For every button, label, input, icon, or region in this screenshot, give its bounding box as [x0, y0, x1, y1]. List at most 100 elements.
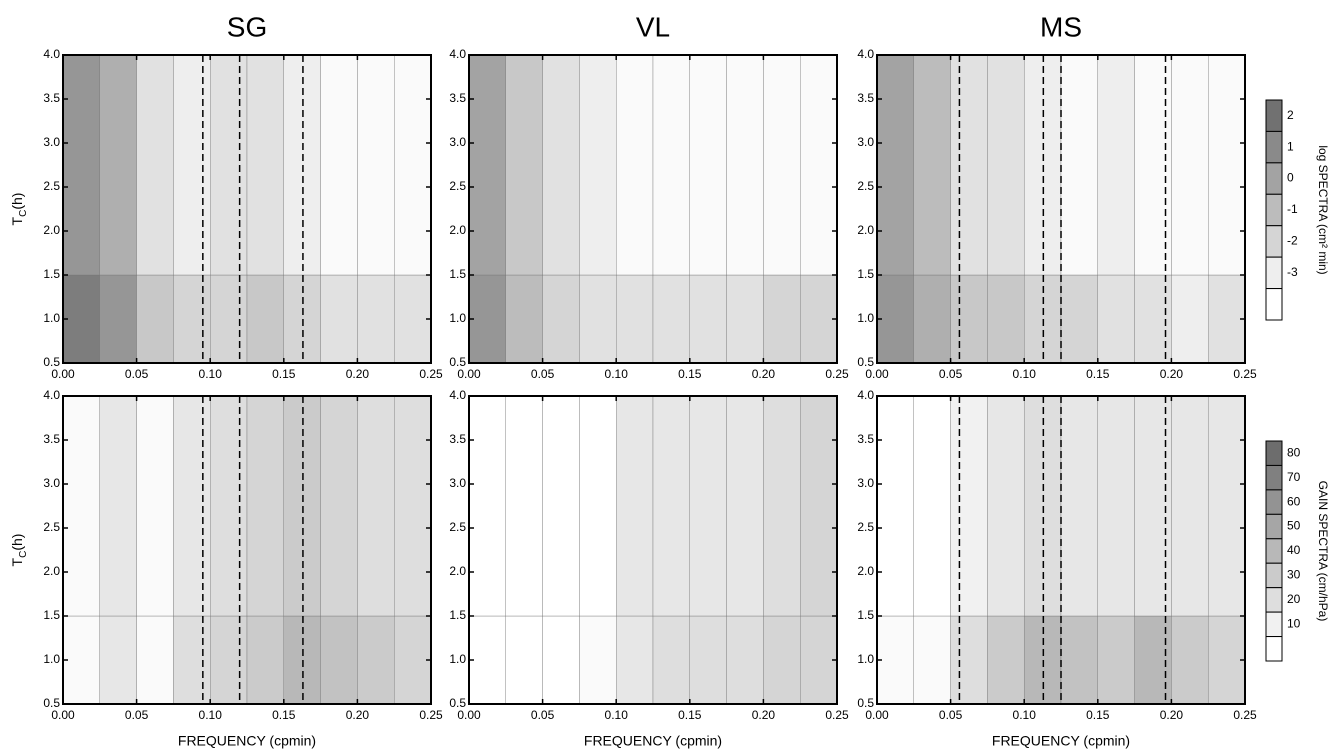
contour-cell	[99, 54, 137, 276]
contour-cell	[62, 615, 100, 705]
plot-frame	[468, 54, 838, 364]
plot-frame	[468, 395, 838, 705]
y-tick-label: 3.5	[449, 91, 466, 105]
contour-cell	[763, 395, 801, 617]
x-tick-label: 0.00	[457, 708, 481, 722]
contour-cell	[987, 615, 1025, 705]
contour-cell	[1207, 54, 1246, 276]
colorbar-cell	[1265, 562, 1283, 589]
contour-cell	[99, 615, 137, 705]
x-axis-label: FREQUENCY (cpmin)	[584, 733, 722, 749]
contour-cell	[99, 274, 137, 364]
contour-cell	[987, 274, 1025, 364]
y-tick-label: 4.0	[449, 47, 466, 61]
colorbar-cell	[1265, 288, 1283, 321]
colorbar-label: 0	[1287, 171, 1294, 185]
contour-cell	[800, 615, 838, 705]
contour-cell	[652, 54, 690, 276]
x-tick-label: 0.20	[1160, 367, 1184, 381]
y-tick-label: 1.0	[43, 652, 60, 666]
contour-cell	[763, 54, 801, 276]
panel: 0.00 0.05 0.10 0.15 0.20 0.25 0.5 1.0 1.5 2.0 2.5 3…	[9, 388, 443, 749]
contour-cell	[579, 54, 617, 276]
y-tick-label: 1.5	[43, 608, 60, 622]
plot-frame	[62, 395, 432, 705]
contour-cell	[876, 54, 914, 276]
y-tick-label: 2.5	[449, 520, 466, 534]
plot-frame	[62, 54, 432, 364]
x-tick-label: 0.05	[531, 708, 555, 722]
panel-title: MS	[1040, 11, 1082, 42]
x-tick-label: 0.25	[825, 367, 849, 381]
contour-cell	[209, 395, 248, 617]
contour-cell	[173, 54, 211, 276]
colorbar-cell	[1265, 636, 1283, 662]
contour-cell	[987, 54, 1025, 276]
contour-cell	[950, 54, 988, 276]
contour-cell	[876, 615, 914, 705]
colorbar-cell	[1265, 611, 1283, 638]
contour-cell	[394, 54, 432, 276]
colorbar-cell	[1265, 130, 1283, 164]
colorbar-title: GAIN SPECTRA (cm/hPa)	[1316, 481, 1330, 622]
contour-cell	[357, 615, 395, 705]
contour-cell	[136, 54, 174, 276]
x-tick-label: 0.20	[1160, 708, 1184, 722]
y-tick-label: 0.5	[857, 355, 874, 369]
contour-cell	[209, 274, 248, 364]
contour-cell	[173, 274, 211, 364]
colorbar-cell	[1265, 225, 1283, 258]
contour-cell	[173, 395, 211, 617]
y-tick-label: 1.5	[857, 267, 874, 281]
colorbar-cell	[1265, 513, 1283, 540]
contour-cell	[579, 615, 617, 705]
colorbar-cell	[1265, 193, 1283, 227]
panel-title: VL	[636, 11, 670, 42]
contour-cell	[173, 615, 211, 705]
x-tick-label: 0.20	[752, 367, 776, 381]
y-tick-label: 3.0	[449, 135, 466, 149]
y-tick-label: 0.5	[43, 696, 60, 710]
y-tick-label: 3.5	[449, 432, 466, 446]
y-axis-label: TC(h)	[9, 193, 29, 226]
contour-cell	[320, 54, 358, 276]
colorbar-label: 60	[1287, 494, 1301, 508]
y-axis-label-sub: C	[18, 210, 29, 217]
colorbar-cell	[1265, 99, 1283, 132]
colorbar-label: 20	[1287, 592, 1301, 606]
contour-cell	[246, 615, 284, 705]
y-tick-label: 1.5	[449, 267, 466, 281]
contour-cell	[726, 395, 764, 617]
y-tick-label: 1.0	[449, 652, 466, 666]
contour-cell	[320, 395, 358, 617]
contour-cell	[505, 615, 543, 705]
x-tick-label: 0.25	[825, 708, 849, 722]
y-tick-label: 2.5	[43, 520, 60, 534]
contour-cell	[1060, 615, 1098, 705]
contour-cell	[136, 615, 174, 705]
contour-cell	[1060, 54, 1098, 276]
contour-cell	[542, 54, 580, 276]
contour-cell	[726, 615, 764, 705]
y-tick-label: 1.0	[449, 311, 466, 325]
y-tick-label: 3.5	[857, 91, 874, 105]
x-tick-label: 0.15	[272, 367, 296, 381]
contour-cell	[800, 395, 838, 617]
y-axis-label-sub: C	[18, 551, 29, 558]
y-tick-label: 2.5	[857, 179, 874, 193]
contour-cell	[62, 274, 100, 364]
y-tick-label: 1.0	[857, 311, 874, 325]
x-tick-label: 0.05	[939, 708, 963, 722]
panel: 0.00 0.05 0.10 0.15 0.20 0.25 0.5 1.0 1.5 2.0 2.5 3…	[9, 11, 443, 381]
contour-cell	[616, 395, 654, 617]
contour-cell	[616, 615, 654, 705]
contour-cell	[1207, 395, 1246, 617]
contour-cell	[913, 274, 951, 364]
y-tick-label: 2.0	[449, 223, 466, 237]
plot-frame	[876, 395, 1246, 705]
contour-cell	[950, 395, 988, 617]
contour-cell	[1171, 54, 1209, 276]
x-tick-label: 0.20	[346, 708, 370, 722]
colorbar-label: -2	[1287, 234, 1298, 248]
